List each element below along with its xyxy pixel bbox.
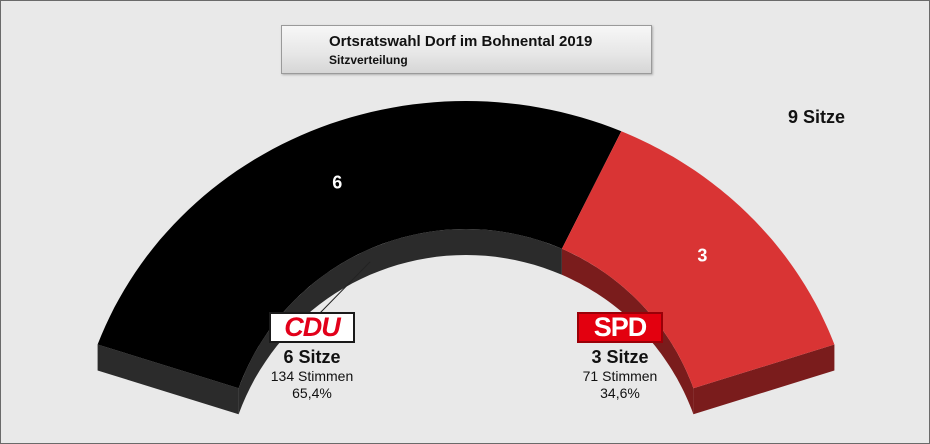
cdu-percent-label: 65,4%	[292, 385, 332, 401]
cdu-seats-label: 6 Sitze	[283, 347, 341, 367]
seat-value-label-spd: 3	[697, 246, 707, 266]
party-block-cdu: CDU 6 Sitze 134 Stimmen 65,4%	[212, 312, 412, 402]
inner-wall-spd	[561, 248, 694, 415]
spd-logo: SPD	[577, 312, 663, 343]
leader-line-cdu	[319, 261, 371, 314]
chart-subtitle: Sitzverteilung	[329, 53, 408, 67]
party-block-spd: SPD 3 Sitze 71 Stimmen 34,6%	[520, 312, 720, 402]
end-cap-left	[97, 344, 239, 415]
total-seats-label: 9 Sitze	[787, 107, 845, 127]
seat-slice-cdu	[97, 101, 622, 389]
end-cap-right	[693, 344, 835, 415]
spd-votes-label: 71 Stimmen	[582, 368, 658, 384]
cdu-votes-label: 134 Stimmen	[270, 368, 354, 384]
seat-slice-spd	[561, 131, 835, 389]
cdu-logo: CDU	[269, 312, 355, 343]
seat-value-label-cdu: 6	[332, 173, 342, 193]
title-box: Ortsratswahl Dorf im Bohnental 2019 Sitz…	[281, 25, 652, 74]
spd-percent-label: 34,6%	[600, 385, 640, 401]
chart-title: Ortsratswahl Dorf im Bohnental 2019	[329, 33, 593, 50]
inner-wall-cdu	[238, 229, 562, 415]
spd-seats-label: 3 Sitze	[591, 347, 649, 367]
